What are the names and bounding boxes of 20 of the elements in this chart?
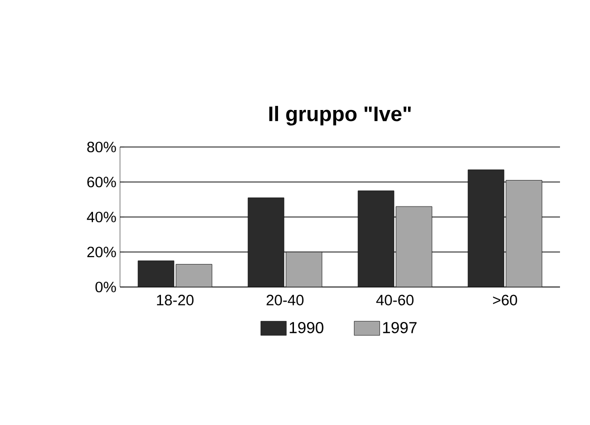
y-tick-label: 80% bbox=[87, 142, 116, 152]
y-tick-label: 0% bbox=[95, 282, 116, 292]
legend-label: 1997 bbox=[383, 322, 417, 334]
x-tick-label: 40-60 bbox=[376, 294, 414, 306]
bar bbox=[176, 264, 212, 287]
x-tick-label: >60 bbox=[493, 294, 518, 306]
bar bbox=[286, 252, 322, 287]
bar bbox=[468, 170, 504, 287]
legend-label: 1990 bbox=[290, 322, 324, 334]
bar bbox=[358, 190, 394, 287]
x-tick-label: 18-20 bbox=[157, 294, 194, 306]
y-tick-label: 60% bbox=[87, 176, 116, 188]
bar bbox=[248, 198, 284, 287]
chart-title: Il gruppo "Ive" bbox=[269, 106, 411, 126]
y-tick-label: 20% bbox=[87, 246, 116, 258]
bar bbox=[396, 206, 432, 287]
y-tick-label: 40% bbox=[86, 212, 116, 222]
bar bbox=[506, 180, 542, 287]
x-tick-label: 20-40 bbox=[266, 294, 304, 306]
bar bbox=[138, 260, 174, 287]
